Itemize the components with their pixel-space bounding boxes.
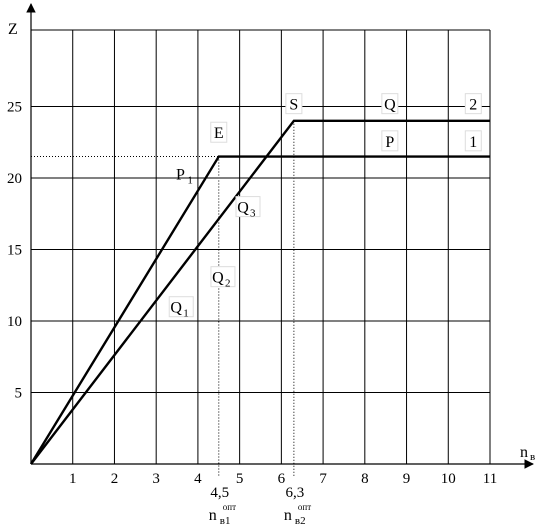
x-annotation-sup: опт <box>223 502 236 512</box>
point-label-text: P <box>176 167 185 184</box>
point-label-text: P <box>385 134 394 151</box>
point-label-box <box>464 130 482 152</box>
point-label-box <box>168 296 194 318</box>
point-label-text: Q <box>212 270 224 287</box>
x-annotation-value: 6,3 <box>286 485 305 501</box>
x-annotation-sup: опт <box>298 502 311 512</box>
point-label-E: E <box>210 121 228 143</box>
y-tick-label-25: 25 <box>7 100 22 116</box>
point-label-box <box>285 93 303 115</box>
x-tick-label-2: 2 <box>111 471 119 487</box>
x-annotation-1: 4,5 n в1 опт <box>209 485 236 527</box>
y-tick-label-15: 15 <box>7 243 22 259</box>
series-line-2 <box>30 119 490 465</box>
point-label-text: 1 <box>469 134 477 151</box>
x-tick-label-8: 8 <box>361 471 369 487</box>
point-label-sub: 2 <box>225 278 231 290</box>
point-label-text: S <box>289 97 298 114</box>
point-label-box <box>381 93 399 115</box>
point-label-2: 2 <box>464 93 482 115</box>
point-label-box <box>464 93 482 115</box>
point-label-box <box>210 266 236 288</box>
x-annotation-sub: в2 <box>295 515 306 527</box>
x-tick-label-1: 1 <box>69 471 77 487</box>
x-tick-label-4: 4 <box>194 471 202 487</box>
y-tick-label-20: 20 <box>7 171 22 187</box>
series <box>29 119 490 465</box>
x-tick-label-9: 9 <box>403 471 411 487</box>
y-axis-label: Z <box>8 21 18 38</box>
point-label-text: 2 <box>469 97 477 114</box>
series-line-1 <box>29 155 490 465</box>
point-label-text: Q <box>237 200 249 217</box>
x-axis-label: n <box>520 444 528 461</box>
x-annotation-symbol: n <box>209 507 217 524</box>
x-tick-label-5: 5 <box>236 471 244 487</box>
point-label-1: 1 <box>464 130 482 152</box>
point-label-P: P <box>381 130 399 152</box>
x-tick-label-11: 11 <box>483 471 497 487</box>
point-label-text: E <box>214 125 224 142</box>
x-annotation-sub: в1 <box>220 515 231 527</box>
point-label-S: S <box>285 93 303 115</box>
point-label-box <box>210 121 228 143</box>
point-label-Q: Q <box>381 93 399 115</box>
x-tick-label-6: 6 <box>278 471 286 487</box>
point-label-text: Q <box>170 300 182 317</box>
point-label-sub: 3 <box>250 208 256 220</box>
point-label-sub: 1 <box>187 175 193 187</box>
y-tick-label-5: 5 <box>15 386 23 402</box>
point-label-sub: 1 <box>183 308 189 320</box>
reference-lines <box>31 120 295 476</box>
point-label-text: Q <box>384 97 396 114</box>
point-label-box <box>381 130 399 152</box>
y-tick-label-10: 10 <box>7 314 22 330</box>
x-annotation-value: 4,5 <box>210 485 229 501</box>
point-label-box <box>235 196 261 218</box>
x-tick-label-3: 3 <box>152 471 160 487</box>
grid <box>31 29 491 464</box>
x-annotation-2: 6,3 n в2 опт <box>284 485 311 527</box>
x-axis-label-sub: в <box>530 451 535 463</box>
x-annotation-symbol: n <box>284 507 292 524</box>
x-tick-label-7: 7 <box>319 471 327 487</box>
x-tick-label-10: 10 <box>441 471 456 487</box>
point-labels: ES Q 2P 1P 1Q 3Q 2Q 1 <box>168 93 482 320</box>
